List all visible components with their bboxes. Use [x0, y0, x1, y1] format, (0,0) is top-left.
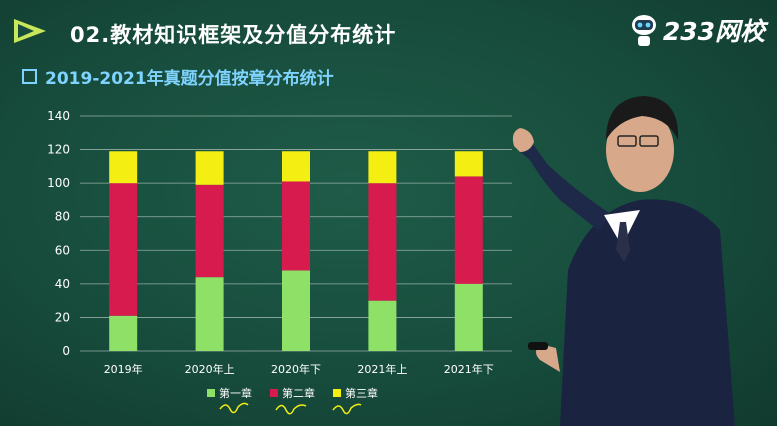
legend-label: 第一章	[219, 387, 252, 400]
bar-segment	[195, 277, 224, 351]
bar-segment	[195, 184, 224, 278]
robot-mascot-icon	[631, 15, 656, 46]
bar-segment	[282, 270, 310, 351]
bar-segment	[109, 151, 138, 184]
y-tick-label: 120	[47, 143, 70, 157]
bar-segment	[195, 151, 224, 185]
brand-logo: 233网校	[629, 10, 765, 50]
chart-subtitle: 2019-2021年真题分值按章分布统计	[22, 64, 334, 89]
x-tick-label: 2019年	[104, 362, 143, 376]
page-title: 02.教材知识框架及分值分布统计	[70, 23, 397, 47]
x-tick-label: 2020年下	[271, 362, 321, 376]
bar-segment	[368, 183, 397, 301]
bar-segment	[454, 176, 483, 284]
y-tick-label: 0	[62, 344, 70, 358]
x-axis-ticks: 2019年 2020年上 2020年下 2021年上 2021年下	[104, 362, 494, 376]
x-tick-label: 2020年上	[185, 362, 235, 376]
bar-segment	[282, 151, 310, 182]
bar-segment	[109, 183, 138, 316]
y-tick-label: 60	[55, 243, 70, 257]
bar-segment	[109, 315, 138, 351]
chart-legend: 第一章 第二章 第三章	[207, 385, 378, 401]
y-tick-label: 40	[55, 277, 70, 291]
bar-segment	[368, 300, 397, 351]
y-tick-label: 80	[55, 210, 70, 224]
y-axis-ticks: 0 20 40 60 80 100 120 140	[47, 109, 70, 358]
bar-segment	[282, 181, 310, 271]
legend-swatch	[207, 389, 215, 397]
bar-segment	[454, 151, 483, 177]
y-tick-label: 20	[55, 310, 70, 324]
x-tick-label: 2021年下	[444, 362, 494, 376]
legend-label: 第三章	[345, 387, 378, 400]
chart-subtitle-text: 2019-2021年真题分值按章分布统计	[45, 69, 334, 89]
square-bullet-icon	[22, 69, 37, 84]
legend-item-chapter2: 第二章	[270, 385, 315, 401]
bar-segment	[368, 151, 397, 184]
y-tick-label: 140	[47, 109, 70, 123]
legend-label: 第二章	[282, 387, 315, 400]
legend-swatch	[270, 389, 278, 397]
play-logo-icon	[14, 19, 46, 43]
legend-swatch	[333, 389, 341, 397]
chart-bars	[109, 151, 483, 351]
legend-item-chapter3: 第三章	[333, 385, 378, 401]
logo-text: 233网校	[662, 17, 765, 46]
legend-item-chapter1: 第一章	[207, 385, 252, 401]
x-tick-label: 2021年上	[357, 362, 407, 376]
y-tick-label: 100	[47, 176, 70, 190]
presenter-body	[512, 96, 735, 426]
bar-segment	[454, 283, 483, 351]
